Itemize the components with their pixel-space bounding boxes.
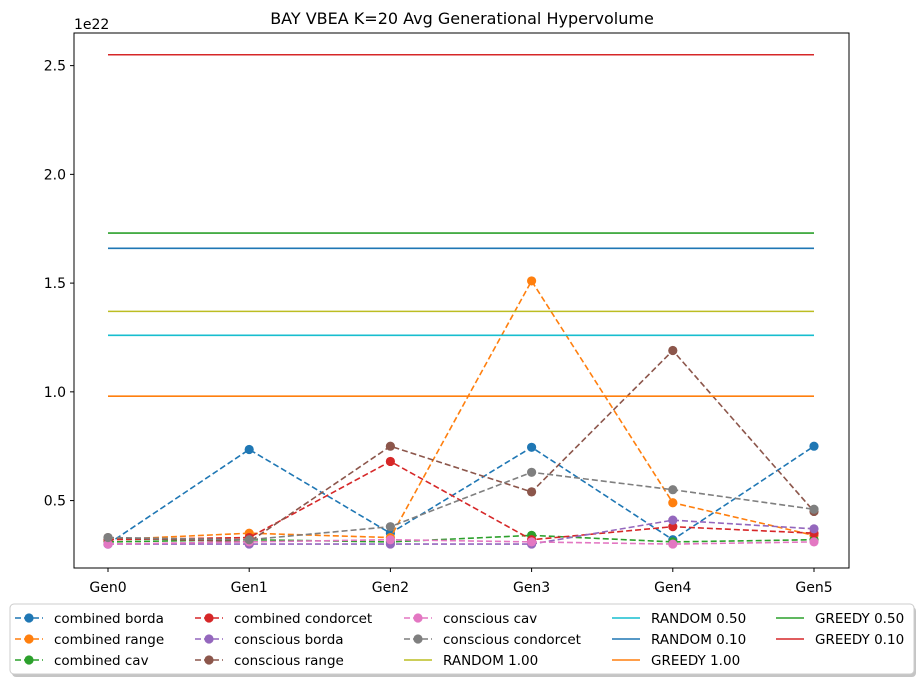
legend-marker-conscious-cav bbox=[413, 613, 423, 623]
data-point-conscious-cav bbox=[527, 537, 537, 547]
plot-area: 0.5 1.0 1.5 2.0 2.5 Gen0 Gen1 Gen2 Gen3 Gen4 Gen5 bbox=[44, 32, 850, 596]
data-point-conscious-range bbox=[527, 487, 537, 497]
data-point-combined-range bbox=[527, 276, 537, 286]
x-tick-label: Gen5 bbox=[795, 580, 832, 596]
legend-label-greedy-0-50: GREEDY 0.50 bbox=[815, 611, 904, 627]
data-point-conscious-condorcet bbox=[244, 535, 254, 545]
data-point-conscious-range bbox=[385, 441, 395, 451]
legend-label-combined-range: combined range bbox=[54, 632, 164, 648]
legend-marker-conscious-borda bbox=[204, 634, 214, 644]
data-point-conscious-condorcet bbox=[385, 522, 395, 532]
y-tick-label: 1.5 bbox=[44, 276, 66, 292]
x-tick-label: Gen3 bbox=[513, 580, 550, 596]
series-line-conscious-cav bbox=[107, 538, 815, 545]
y-tick-label: 2.5 bbox=[44, 59, 66, 75]
data-point-combined-condorcet bbox=[668, 522, 678, 532]
legend-label-random-1-00: RANDOM 1.00 bbox=[443, 653, 538, 669]
x-tick-label: Gen1 bbox=[231, 580, 268, 596]
data-point-conscious-cav bbox=[668, 539, 678, 549]
legend-label-conscious-range: conscious range bbox=[234, 653, 344, 669]
data-point-conscious-cav bbox=[385, 535, 395, 545]
legend-label-combined-borda: combined borda bbox=[54, 611, 164, 627]
data-point-conscious-condorcet bbox=[668, 485, 678, 495]
legend-label-combined-cav: combined cav bbox=[54, 653, 149, 669]
data-point-conscious-borda bbox=[809, 524, 819, 534]
x-tick-label: Gen4 bbox=[654, 580, 691, 596]
legend-label-random-0-10: RANDOM 0.10 bbox=[651, 632, 746, 648]
legend-marker-combined-cav bbox=[24, 655, 34, 665]
series-line-combined-range bbox=[107, 279, 815, 541]
data-point-combined-borda bbox=[809, 441, 819, 451]
data-point-combined-condorcet bbox=[385, 456, 395, 467]
x-tick-label: Gen2 bbox=[372, 580, 409, 596]
legend-marker-conscious-range bbox=[204, 655, 214, 665]
series-line-conscious-condorcet bbox=[107, 471, 815, 541]
series-line-conscious-range bbox=[107, 349, 815, 543]
y-tick-label: 1.0 bbox=[44, 385, 66, 401]
data-point-conscious-cav bbox=[103, 539, 113, 549]
data-point-combined-borda bbox=[527, 442, 537, 452]
legend-label-greedy-1-00: GREEDY 1.00 bbox=[651, 653, 740, 669]
y-offset-label: 1e22 bbox=[74, 17, 109, 33]
data-point-conscious-condorcet bbox=[527, 467, 537, 477]
legend-label-greedy-0-10: GREEDY 0.10 bbox=[815, 632, 904, 648]
legend-label-conscious-borda: conscious borda bbox=[234, 632, 344, 648]
data-point-conscious-borda bbox=[668, 515, 678, 525]
x-tick-label: Gen0 bbox=[89, 580, 126, 596]
legend-label-conscious-condorcet: conscious condorcet bbox=[443, 632, 581, 648]
series-line-conscious-borda bbox=[108, 519, 815, 545]
legend-marker-combined-borda bbox=[24, 613, 34, 623]
data-point-conscious-condorcet bbox=[809, 504, 819, 514]
legend-label-random-0-50: RANDOM 0.50 bbox=[651, 611, 746, 627]
legend-box bbox=[9, 603, 915, 675]
data-point-combined-borda bbox=[244, 444, 254, 455]
y-tick-label: 2.0 bbox=[44, 167, 66, 183]
data-point-conscious-range bbox=[668, 345, 678, 356]
legend-label-conscious-cav: conscious cav bbox=[443, 611, 537, 627]
plot-frame bbox=[73, 32, 850, 569]
y-tick-label: 0.5 bbox=[44, 494, 66, 510]
legend-marker-conscious-condorcet bbox=[413, 634, 423, 644]
legend-marker-combined-condorcet bbox=[204, 613, 214, 623]
legend-label-combined-condorcet: combined condorcet bbox=[234, 611, 372, 627]
chart-title: BAY VBEA K=20 Avg Generational Hypervolu… bbox=[270, 9, 654, 28]
legend-marker-combined-range bbox=[24, 634, 34, 644]
data-point-conscious-condorcet bbox=[103, 532, 113, 543]
legend: combined borda combined range combined cav… bbox=[9, 603, 916, 677]
data-point-combined-range bbox=[668, 498, 678, 508]
series-line-combined-condorcet bbox=[107, 460, 815, 541]
series-line-combined-borda bbox=[107, 445, 815, 545]
data-point-conscious-cav bbox=[809, 537, 819, 547]
